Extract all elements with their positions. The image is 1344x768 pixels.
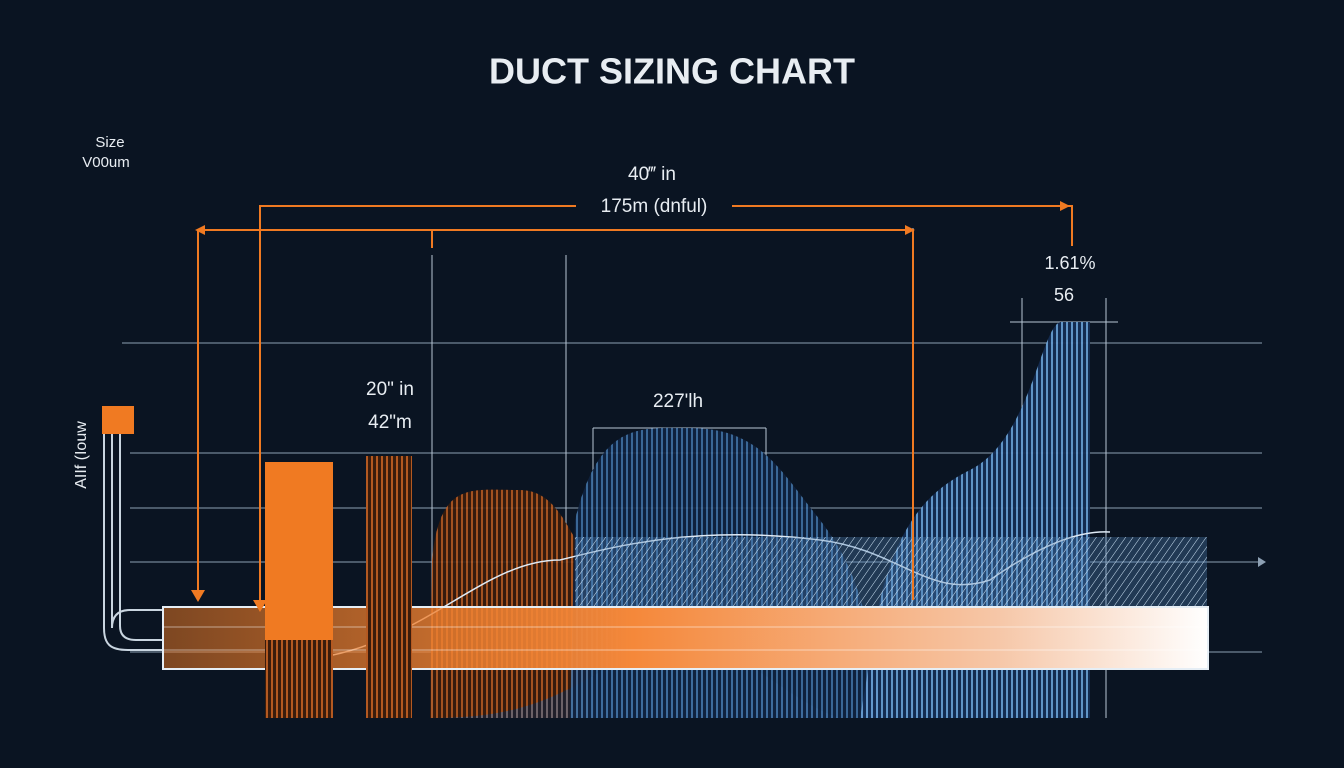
- title: DUCT SIZING CHART: [489, 51, 855, 92]
- corner-label: V00um: [82, 154, 130, 171]
- annotation: 175m (dnful): [601, 196, 708, 217]
- side-label: AIIf (Iouw: [73, 421, 90, 489]
- annotation: 56: [1054, 285, 1074, 305]
- annotation: 227'lh: [653, 391, 703, 412]
- orange-bars: [265, 456, 412, 718]
- duct: [102, 406, 1209, 670]
- annotation: 1.61%: [1044, 253, 1095, 273]
- dimension-lines: [191, 201, 1073, 612]
- annotation: 40‴ in: [628, 164, 676, 185]
- annotation: 20" in: [366, 379, 414, 400]
- annotation: 42"m: [368, 412, 412, 433]
- corner-label: Size: [95, 134, 124, 151]
